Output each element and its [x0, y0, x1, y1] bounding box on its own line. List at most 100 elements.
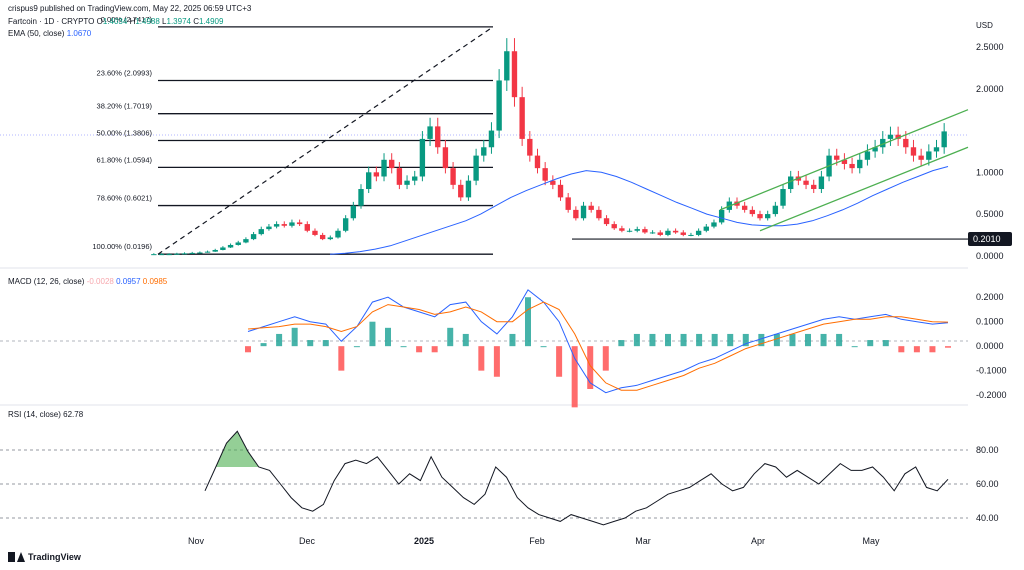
candle-body [319, 234, 326, 240]
candle-body [933, 147, 940, 152]
macd-legend[interactable]: MACD (12, 26, close) -0.0028 0.0957 0.09… [8, 277, 167, 286]
rsi-value: 62.78 [63, 410, 84, 419]
fib-level-label: 100.00% (0.0196) [92, 242, 152, 251]
time-axis-tick: May [862, 536, 880, 546]
candle-body [857, 159, 863, 169]
candle-body [396, 168, 403, 185]
macd-histogram-bar [696, 333, 703, 347]
ohlc-low-label: L [162, 17, 167, 26]
time-axis-tick: 2025 [414, 536, 434, 546]
rsi-axis-tick: 40.00 [976, 513, 999, 523]
candle-body [296, 222, 303, 225]
candle-body [534, 155, 541, 169]
candle-body [458, 184, 464, 198]
macd-histogram-bar [556, 346, 563, 377]
candle-body [557, 184, 564, 198]
macd-axis-tick: -0.1000 [976, 366, 1007, 376]
candle-body [204, 251, 211, 253]
candle-body [665, 230, 671, 235]
price-axis-tick: 2.5000 [976, 42, 1004, 52]
candle-body [419, 138, 426, 177]
candle-body [926, 151, 932, 160]
candle-body [849, 163, 855, 169]
axes: 2.50002.00001.50001.00000.50000.00000.20… [188, 42, 1016, 546]
macd-histogram-bar [307, 340, 314, 347]
candle-body [389, 159, 395, 169]
trend-channel [719, 109, 969, 232]
tradingview-logo-icon [8, 552, 25, 562]
fib-trend-line [157, 26, 494, 255]
macd-axis-tick: 0.1000 [976, 317, 1004, 327]
candle-body [550, 180, 556, 185]
macd-histogram-bar [727, 333, 734, 347]
price-axis-tick: 0.5000 [976, 209, 1004, 219]
candle-body [527, 138, 533, 156]
candle-body [864, 151, 871, 160]
time-axis-tick: Nov [188, 536, 205, 546]
candle-body [596, 209, 602, 219]
ohlc-open-label: O [96, 17, 103, 26]
candle-body [442, 147, 449, 169]
macd-histogram-bar [882, 340, 889, 347]
candle-body [365, 172, 372, 190]
tradingview-wordmark: TradingView [28, 552, 81, 562]
macd-label: MACD (12, 26, close) [8, 277, 85, 286]
rsi-axis-tick: 60.00 [976, 479, 999, 489]
candle-body [680, 232, 686, 235]
candle-body [903, 138, 909, 148]
fib-level-label: 50.00% (1.3806) [97, 129, 153, 138]
candle-body [212, 249, 218, 252]
ema-legend[interactable]: EMA (50, close) 1.0670 [8, 29, 91, 38]
rsi-label: RSI (14, close) [8, 410, 61, 419]
candle-body [358, 189, 364, 206]
tradingview-brand: TradingView [8, 552, 81, 562]
symbol-legend[interactable]: Fartcoin · 1D · CRYPTO O1.4034 H1.4988 L… [8, 17, 223, 26]
candle-body [304, 224, 310, 231]
candle-body [158, 254, 165, 256]
ohlc-close-label: C [193, 17, 199, 26]
macd-histogram-bar [322, 340, 329, 347]
candle-body [718, 209, 725, 223]
candle-body [258, 229, 264, 235]
candle-body [580, 205, 587, 219]
ohlc-close: 1.4909 [198, 17, 224, 26]
rsi-line [204, 430, 949, 526]
fib-level-label: 23.60% (2.0993) [97, 69, 153, 78]
candle-body [872, 147, 878, 152]
macd-histogram-bar [711, 333, 718, 347]
candle-body [803, 180, 809, 185]
candle-body [611, 224, 617, 229]
candle-body [273, 224, 280, 227]
macd-axis-tick: 0.0000 [976, 341, 1004, 351]
candle-body [749, 209, 756, 215]
ohlc-low: 1.3974 [166, 17, 191, 26]
macd-histogram-bar [447, 327, 454, 347]
candle-body [788, 176, 794, 190]
price-tag-support [968, 232, 1012, 247]
candle-body [412, 176, 418, 181]
candle-body [166, 254, 172, 256]
candle-body [573, 209, 579, 219]
macd-value: 0.0957 [116, 277, 141, 286]
candle-body [373, 172, 380, 177]
macd-histogram-bar [245, 346, 251, 353]
macd-hist-value: -0.0028 [86, 277, 114, 286]
candle-body [342, 218, 349, 231]
candlestick-series [151, 38, 947, 256]
candle-body [174, 253, 180, 255]
price-axis-tick: 0.0000 [976, 251, 1004, 261]
candle-body [841, 159, 848, 164]
ohlc-high: 1.4988 [135, 17, 160, 26]
candle-body [312, 230, 318, 235]
macd-histogram-bar [260, 343, 267, 347]
macd-histogram-bar [338, 346, 345, 371]
time-axis-tick: Feb [529, 536, 545, 546]
macd-histogram-bar [742, 333, 749, 347]
channel-upper-line [719, 109, 969, 211]
fib-level-label: 78.60% (0.6021) [97, 194, 153, 203]
rsi-legend[interactable]: RSI (14, close) 62.78 [8, 410, 83, 419]
candle-body [266, 226, 272, 230]
macd-histogram-bar [478, 346, 485, 371]
macd-axis-tick: -0.2000 [976, 390, 1007, 400]
macd-histogram-bar [540, 346, 547, 348]
